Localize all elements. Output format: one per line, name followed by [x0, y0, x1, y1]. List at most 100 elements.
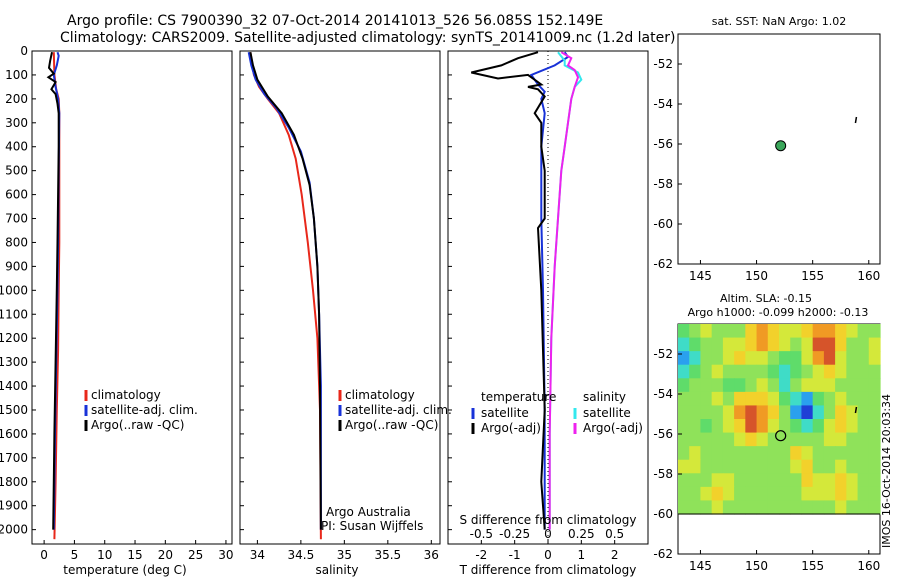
depth-tick-label: 400 [5, 140, 28, 154]
sla-cell [722, 364, 735, 379]
sla-cell [756, 337, 769, 352]
sla-cell [689, 459, 702, 474]
sla-cell [734, 351, 746, 366]
sla-cell [779, 337, 791, 352]
depth-tick-label: 1100 [0, 307, 28, 321]
sla-cell [722, 405, 735, 420]
sla-cell [700, 337, 713, 352]
sla-cell [801, 351, 814, 366]
sla-map-title-line2: Argo h1000: -0.099 h2000: -0.13 [688, 306, 869, 319]
map-lon-tick-label: 160 [857, 269, 880, 283]
sla-cell [868, 337, 881, 352]
sla-cell [689, 324, 702, 339]
sla-cell [823, 459, 836, 474]
depth-tick-label: 600 [5, 188, 28, 202]
sla-cell [857, 351, 870, 366]
depth-tick-label: 1600 [0, 427, 28, 441]
depth-tick-label: 1000 [0, 283, 28, 297]
sla-cell [790, 459, 803, 474]
difference-series-0 [529, 51, 570, 530]
temp-legend-label: satellite-adj. clim. [91, 403, 198, 417]
map-lat-tick-label: -56 [653, 137, 673, 151]
sla-cell [868, 432, 881, 447]
argo-float-marker [775, 140, 787, 152]
sla-cell [790, 324, 803, 339]
sla-cell [711, 405, 724, 420]
argo-australia-label: Argo Australia [326, 505, 411, 519]
sla-cell [857, 486, 870, 502]
map-lat-tick-label: -52 [653, 347, 673, 361]
sla-cell [711, 391, 724, 407]
sla-cell [689, 337, 702, 352]
depth-tick-label: 1700 [0, 451, 28, 465]
sla-cell [812, 364, 825, 379]
sla-cell [700, 378, 713, 393]
salinity-panel: 34 34.5 35 35.5 36 climatologysatellite-adj. … [240, 50, 452, 562]
sla-cell [689, 500, 702, 515]
sla-cell [700, 446, 713, 461]
sla-cell [835, 364, 847, 379]
temp-tick-label: 30 [218, 548, 233, 562]
sla-cell [812, 486, 825, 502]
sla-cell [756, 459, 769, 474]
sla-cell [790, 486, 803, 502]
sla-cell [868, 486, 881, 502]
sla-cell [745, 486, 758, 502]
sla-map-title-line1: Altim. SLA: -0.15 [720, 292, 812, 305]
sla-cell [745, 324, 758, 339]
sla-cell [722, 324, 735, 339]
temp-tick-label: 20 [158, 548, 173, 562]
sla-cell [868, 391, 881, 407]
sla-cell [689, 391, 702, 407]
sla-cell [812, 351, 825, 366]
sla-cell [700, 364, 713, 379]
depth-tick-label: 700 [5, 212, 28, 226]
sla-cell [678, 419, 690, 434]
salinity-xlabel: salinity [315, 563, 358, 577]
sla-cell [734, 446, 746, 461]
header-line1: Argo profile: CS 7900390_32 07-Oct-2014 … [67, 13, 603, 29]
sla-cell [823, 419, 836, 434]
temperature-series-2 [46, 51, 60, 530]
sla-cell [857, 337, 870, 352]
header-line2: Climatology: CARS2009. Satellite-adjuste… [60, 30, 675, 46]
sla-cell [767, 391, 780, 407]
sla-cell [722, 486, 735, 502]
sla-cell [801, 391, 814, 407]
sla-cell [779, 473, 791, 488]
depth-tick-label: 100 [5, 68, 28, 82]
sla-cell [722, 459, 735, 474]
sla-cell [812, 337, 825, 352]
sla-cell [711, 378, 724, 393]
sla-cell [745, 473, 758, 488]
sla-cell [857, 364, 870, 379]
sla-cell [846, 500, 859, 515]
sal-legend-label: climatology [345, 388, 415, 402]
sla-cell [734, 364, 746, 379]
sla-cell [868, 351, 881, 366]
temp-tick-label: 10 [97, 548, 112, 562]
sla-cell [812, 405, 825, 420]
salinity-panel-frame [239, 50, 441, 545]
sdiff-tick-label: 0 [544, 527, 552, 541]
sla-cell [823, 324, 836, 339]
sla-cell [745, 391, 758, 407]
map-lat-tick-label: -60 [653, 217, 673, 231]
sla-cell [812, 500, 825, 515]
sla-cell [756, 419, 769, 434]
sla-cell [846, 432, 859, 447]
sla-cell [857, 324, 870, 339]
sla-cell [835, 337, 847, 352]
sla-cell [756, 473, 769, 488]
sla-cell [756, 364, 769, 379]
map-lat-tick-label: -54 [653, 387, 673, 401]
diff-tick-label: -1 [509, 548, 521, 562]
diff-tick-label: -2 [475, 548, 487, 562]
sla-cell [846, 419, 859, 434]
sla-cell [823, 364, 836, 379]
sla-cell [779, 391, 791, 407]
sla-cell [857, 419, 870, 434]
diff-legend-label: Argo(-adj) [481, 421, 541, 435]
sal-tick-label: 34.5 [288, 548, 315, 562]
track-mark [854, 116, 858, 124]
